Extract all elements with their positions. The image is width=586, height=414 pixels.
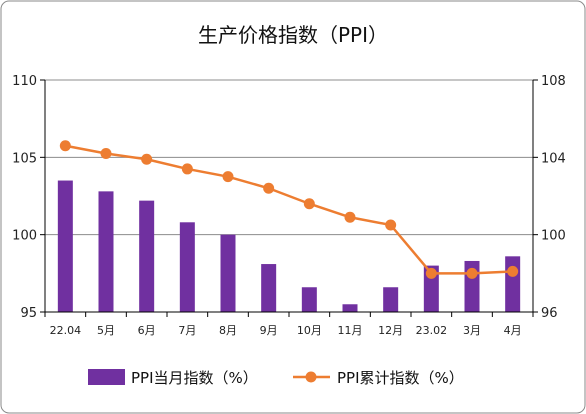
cumulative-line (65, 144, 513, 275)
line-point (344, 211, 356, 223)
right-tick-label: 108 (541, 74, 566, 89)
legend: PPI当月指数（%） PPI累计指数（%） (88, 369, 464, 387)
bar (342, 304, 358, 312)
line-point (466, 267, 478, 279)
axes (40, 79, 538, 317)
bar (301, 287, 317, 312)
bar (261, 264, 277, 312)
category-label: 7月 (178, 324, 196, 337)
bar (139, 200, 155, 312)
left-tick-label: 95 (20, 306, 37, 321)
right-tick-label: 100 (541, 229, 566, 244)
category-label: 10月 (297, 324, 322, 337)
line-point (425, 267, 437, 279)
line-point (263, 182, 275, 194)
bar (505, 256, 521, 312)
chart-title: 生产价格指数（PPI） (198, 23, 388, 47)
tick-labels: 95 100 105 110 96 100 104 108 22.04 5月 6月 7月 8月 9月 10月… (12, 74, 566, 337)
line-point (59, 140, 71, 152)
bar (383, 287, 399, 312)
category-label: 4月 (504, 324, 522, 337)
bar (57, 180, 73, 312)
category-label: 5月 (97, 324, 115, 337)
legend-bar-swatch (88, 369, 125, 385)
left-tick-label: 110 (12, 74, 37, 89)
category-label: 3月 (463, 324, 481, 337)
left-tick-label: 105 (12, 151, 37, 166)
line-point (100, 147, 112, 159)
line-point (222, 171, 234, 183)
line-series (59, 140, 519, 279)
line-point (385, 219, 397, 231)
line-point (507, 265, 519, 277)
line-point (141, 153, 153, 165)
category-label: 23.02 (416, 324, 448, 337)
bar (220, 234, 236, 312)
category-label: 9月 (260, 324, 278, 337)
line-point (181, 163, 193, 175)
category-label: 8月 (219, 324, 237, 337)
bar (98, 191, 114, 312)
bar (179, 222, 195, 312)
left-tick-label: 100 (12, 229, 37, 244)
legend-line-label: PPI累计指数（%） (337, 369, 464, 387)
right-tick-label: 104 (541, 151, 566, 166)
right-tick-label: 96 (541, 306, 558, 321)
category-label: 22.04 (50, 324, 82, 337)
legend-bar-label: PPI当月指数（%） (131, 369, 258, 387)
category-label: 11月 (338, 324, 363, 337)
category-label: 12月 (378, 324, 403, 337)
category-label: 6月 (138, 324, 156, 337)
line-point (303, 198, 315, 210)
legend-line-marker (305, 371, 317, 383)
